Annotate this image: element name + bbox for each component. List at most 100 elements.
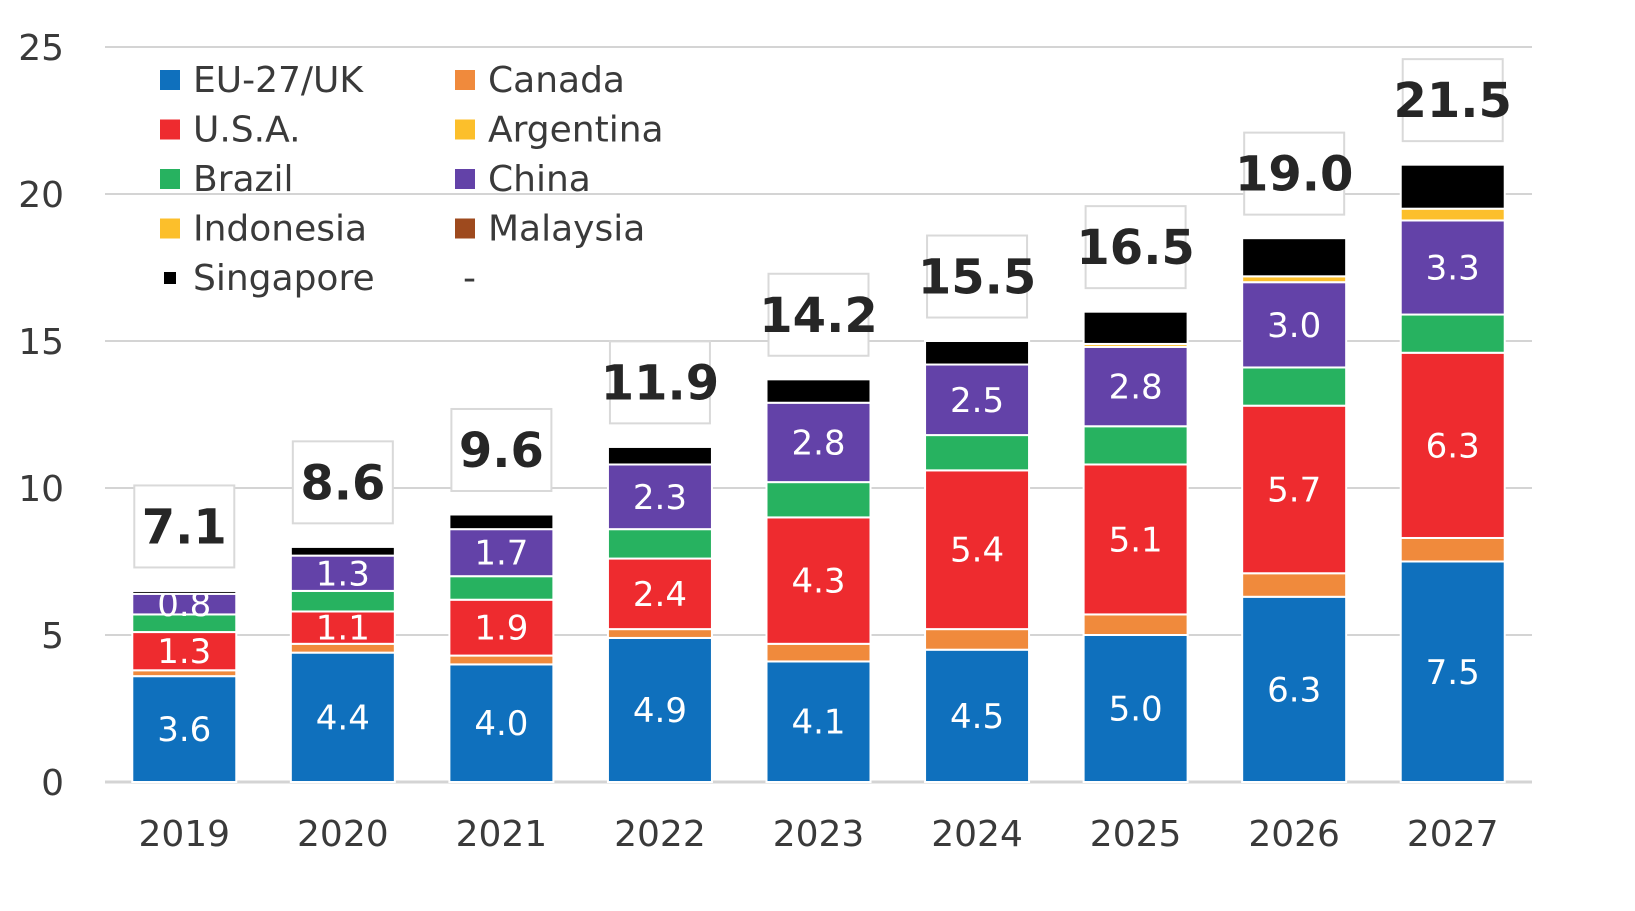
bar-segment-eu-27-uk — [924, 648, 1031, 784]
legend-swatch-argentina — [455, 119, 475, 140]
bar-segment-unlabeled — [289, 544, 396, 548]
bar-segment-unlabeled — [765, 376, 872, 381]
bar-segment-brazil — [1399, 313, 1506, 354]
legend-swatch-malaysia — [455, 218, 475, 239]
bar-segment-canada — [1082, 613, 1189, 636]
bar-segment-u-s-a — [289, 610, 396, 645]
bar-segment-brazil — [448, 575, 555, 601]
total-label-box — [1401, 58, 1504, 143]
bar-segment-canada — [448, 654, 555, 666]
total-label-box — [1243, 131, 1346, 216]
bar-segment-singapore — [1241, 237, 1348, 278]
bar-segment-eu-27-uk — [289, 651, 396, 784]
legend-swatch-indonesia — [160, 218, 180, 239]
legend-label-dash: - — [463, 258, 476, 299]
total-label-box — [767, 272, 870, 357]
bar-segment-brazil — [1082, 425, 1189, 466]
total-label-box — [1084, 205, 1187, 290]
bar-segment-singapore — [606, 445, 713, 466]
total-labels: 7.1 8.6 9.6 11.9 14.2 15.5 16.5 19.0 21.5 — [133, 58, 1512, 569]
bar-segment-brazil — [765, 481, 872, 519]
legend-swatch-canada — [455, 70, 475, 90]
total-label: 15.5 — [918, 250, 1036, 306]
data-label: 1.9 — [474, 609, 528, 649]
bar-segment-singapore — [765, 378, 872, 404]
bar-segment-singapore — [1082, 310, 1189, 345]
data-label: 1.3 — [316, 554, 370, 594]
bar-segment-eu-27-uk — [1399, 560, 1506, 783]
bar-segment-canada — [1399, 536, 1506, 563]
x-tick-label: 2021 — [456, 814, 548, 855]
x-tick-label: 2025 — [1090, 814, 1182, 855]
bar-segment-canada — [765, 642, 872, 663]
bar-segment-brazil — [1241, 366, 1348, 407]
data-label: 3.6 — [157, 710, 211, 750]
data-label: 4.9 — [633, 691, 687, 731]
data-label: 1.7 — [474, 534, 528, 574]
bar-segment-unlabeled — [448, 511, 555, 516]
legend-label-malaysia: Malaysia — [488, 209, 645, 250]
y-tick-label: 20 — [18, 175, 64, 216]
x-tick-label: 2022 — [614, 814, 706, 855]
bar-segment-canada — [924, 628, 1031, 651]
data-label: 2.5 — [950, 381, 1004, 421]
bar-segment-brazil — [606, 528, 713, 560]
data-label: 4.0 — [474, 704, 528, 744]
total-label: 19.0 — [1235, 147, 1353, 203]
bar-segment-singapore — [1399, 163, 1506, 210]
legend-label-argentina: Argentina — [488, 110, 664, 151]
bar-segment-unlabeled — [1399, 162, 1506, 166]
bar-segment-eu-27-uk — [1082, 634, 1189, 783]
bar-segment-singapore — [924, 340, 1031, 366]
legend-label-eu-27-uk: EU-27/UK — [193, 60, 364, 101]
x-axis: 2019 2020 2021 2022 2023 2024 2025 2026 2027 — [138, 814, 1498, 855]
bar-segment-u-s-a — [131, 631, 238, 672]
x-tick-label: 2020 — [297, 814, 389, 855]
data-label: 5.1 — [1109, 520, 1163, 560]
data-label: 5.4 — [950, 531, 1004, 571]
data-label: 1.1 — [316, 609, 370, 649]
bar-segment-eu-27-uk — [448, 663, 555, 784]
legend-swatch-singapore — [164, 272, 176, 284]
total-label: 9.6 — [459, 423, 544, 479]
legend-label-singapore: Singapore — [193, 258, 375, 299]
bar-segment-china — [924, 363, 1031, 437]
bar-segment-unlabeled — [606, 444, 713, 448]
data-label: 2.8 — [1109, 368, 1163, 408]
y-tick-label: 5 — [41, 616, 64, 657]
bar-segment-eu-27-uk — [606, 636, 713, 783]
data-label: 6.3 — [1426, 426, 1480, 466]
bar-segment-eu-27-uk — [131, 675, 238, 783]
data-label: 2.8 — [791, 423, 845, 463]
bar-segment-unlabeled — [1082, 309, 1189, 313]
x-tick-label: 2024 — [931, 814, 1023, 855]
total-label: 7.1 — [142, 499, 227, 555]
bar-segment-u-s-a — [924, 469, 1031, 631]
data-label: 4.4 — [316, 698, 370, 738]
legend-swatch-eu-27-uk — [160, 70, 180, 90]
bar-segment-u-s-a — [448, 598, 555, 657]
legend-swatch-brazil — [160, 169, 180, 189]
bar-segment-china — [1082, 345, 1189, 428]
legend-label-u-s-a: U.S.A. — [193, 110, 301, 151]
total-label: 8.6 — [300, 455, 385, 511]
data-label: 2.4 — [633, 575, 687, 615]
bar-segment-u-s-a — [1082, 463, 1189, 616]
data-label: 6.3 — [1267, 670, 1321, 710]
bar-segment-unlabeled — [1241, 235, 1348, 240]
x-tick-label: 2019 — [138, 814, 230, 855]
legend-label-china: China — [488, 159, 591, 200]
bar-segment-indonesia — [1399, 207, 1506, 222]
bar-segment-china — [606, 463, 713, 531]
y-axis: 0 5 10 15 20 25 — [18, 28, 64, 804]
bars: 3.61.30.84.41.11.34.01.91.74.92.42.34.14… — [131, 162, 1506, 784]
data-label: 3.0 — [1267, 306, 1321, 346]
bar-segment-canada — [606, 628, 713, 639]
total-label-box — [133, 484, 236, 569]
total-label: 16.5 — [1076, 220, 1194, 276]
total-label-box — [608, 340, 711, 425]
bar-segment-singapore — [448, 513, 555, 531]
data-label: 4.3 — [791, 562, 845, 602]
total-label: 11.9 — [601, 355, 719, 411]
